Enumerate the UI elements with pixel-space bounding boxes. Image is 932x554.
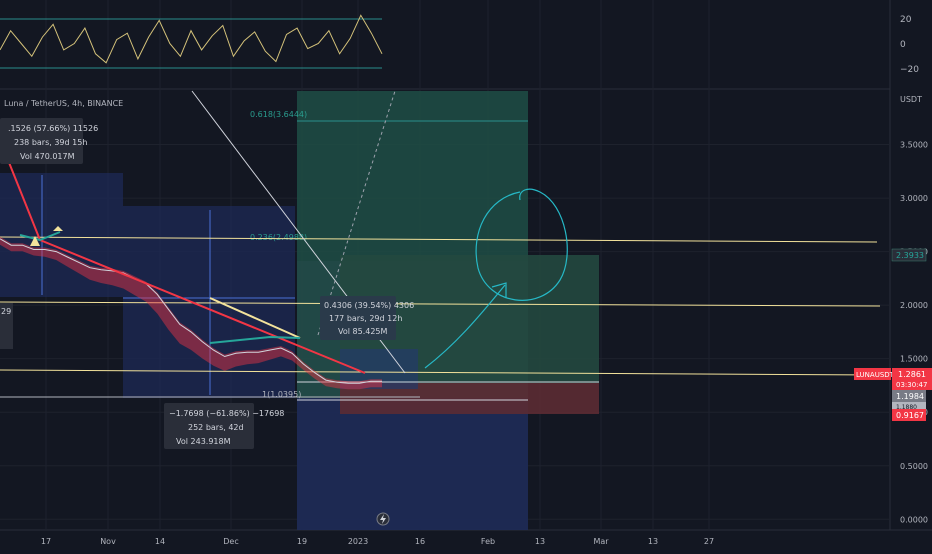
yellow-mid-line — [0, 301, 881, 307]
measure-mid-line1: 0.4306 (39.54%) 4306 — [324, 301, 414, 310]
price-series-line — [0, 238, 382, 384]
osc-tick-20: 20 — [900, 15, 912, 25]
price-tag-grey-text: 1.1984 — [896, 392, 924, 401]
blue-range-box — [297, 398, 528, 530]
x-tick-label: 14 — [155, 537, 165, 546]
price-tag-grey-bg — [892, 390, 926, 402]
measure-mid-line3: Vol 85.425M — [338, 327, 388, 336]
symbol-tag-bg — [854, 368, 891, 380]
measure-down-line1: −1.7698 (−61.86%) −17698 — [169, 409, 284, 418]
measure-label-mid-bg — [320, 296, 396, 340]
price-tag-grey2: 1.1880 — [892, 402, 926, 411]
currency-label: USDT — [900, 95, 922, 104]
buy-marker — [30, 236, 40, 246]
symbol-title: Luna / TetherUS, 4h, BINANCE — [4, 99, 123, 108]
measure-down-line2: 252 bars, 42d — [188, 423, 244, 432]
time-axis[interactable]: 17 Nov 14 Dec 19 2023 16 Feb 13 Mar 13 27 — [41, 537, 714, 546]
measure-label-up: .1526 (57.66%) 11526 238 bars, 39d 15h V… — [0, 118, 98, 164]
oscillator-pane: 20 0 −20 — [0, 14, 919, 75]
fib-618-label: 0.618(3.6444) — [250, 110, 307, 119]
price-tag-stop-text: 0.9167 — [896, 411, 924, 420]
x-tick-label: Mar — [593, 537, 609, 546]
measure-up-line2: 238 bars, 39d 15h — [14, 138, 87, 147]
osc-series-line — [0, 14, 383, 64]
x-tick-label: 17 — [41, 537, 51, 546]
price-tag-grey2-text: 1.1880 — [896, 404, 917, 411]
long-target-zone — [297, 91, 528, 261]
measure-mid-line2: 177 bars, 29d 12h — [329, 314, 402, 323]
left-cut-label: 29 — [0, 303, 13, 349]
left-cut-bg — [0, 303, 13, 349]
price-tag-symbol: LUNAUSDT — [854, 368, 895, 380]
y-tick-label: 3.0000 — [900, 194, 928, 203]
last-price-text: 1.2861 — [898, 370, 926, 379]
y-tick-label: 3.5000 — [900, 141, 928, 150]
buy-marker-2 — [53, 226, 63, 231]
fib-1-label: 1(1.0395) — [262, 390, 301, 399]
fib-236-label: 0.236(2.4988) — [250, 233, 307, 242]
price-tag-stop: 0.9167 — [892, 409, 926, 421]
y-tick-label: 0.0000 — [900, 515, 928, 524]
y-tick-label: 0.5000 — [900, 462, 928, 471]
green-ma-segment — [209, 335, 301, 344]
price-tag-grey: 1.1984 — [892, 390, 926, 402]
lightning-icon-glyph — [380, 514, 386, 524]
price-tag-yellow-bg — [891, 248, 927, 262]
x-tick-label: 13 — [648, 537, 658, 546]
yellow-down-segment — [209, 297, 301, 339]
x-tick-label: 19 — [297, 537, 307, 546]
price-tag-yellow: 2.3933 — [891, 248, 927, 262]
measure-up-line1: .1526 (57.66%) 11526 — [8, 124, 98, 133]
x-tick-label: Feb — [481, 537, 495, 546]
left-cut-text: 29 — [1, 307, 11, 316]
measure-up-line3: Vol 470.017M — [20, 152, 75, 161]
lightning-icon[interactable] — [376, 512, 390, 526]
x-tick-label: 2023 — [348, 537, 368, 546]
x-tick-label: 16 — [415, 537, 425, 546]
measure-label-down: −1.7698 (−61.86%) −17698 252 bars, 42d V… — [164, 403, 284, 449]
countdown-text: 03:30:47 — [896, 381, 927, 389]
drawn-arrow-line — [424, 284, 506, 369]
osc-tick-minus-20: −20 — [900, 65, 919, 75]
symbol-tag-text: LUNAUSDT — [856, 371, 895, 379]
drawn-arrow-head — [491, 282, 507, 298]
dashed-projection-line — [317, 90, 396, 336]
measure-label-mid: 0.4306 (39.54%) 4306 177 bars, 29d 12h V… — [320, 296, 414, 340]
green-ma-segment-left — [19, 231, 61, 242]
price-tag-last: 1.2861 03:30:47 — [892, 368, 932, 390]
x-tick-label: Nov — [100, 537, 116, 546]
price-tag-grey2-bg — [892, 402, 926, 409]
y-tick-label: 2.0000 — [900, 301, 928, 310]
price-tag-stop-bg — [892, 409, 926, 421]
x-tick-label: 13 — [535, 537, 545, 546]
yellow-support-line — [0, 369, 881, 376]
yellow-resistance-line — [0, 236, 878, 243]
measure-label-up-bg — [0, 118, 83, 164]
last-price-bg — [892, 368, 932, 390]
measure-down-line3: Vol 243.918M — [176, 437, 231, 446]
y-tick-label: 1.5000 — [900, 355, 928, 364]
osc-tick-0: 0 — [900, 40, 906, 50]
drawn-target-circle — [475, 188, 568, 301]
price-tag-yellow-text: 2.3933 — [896, 251, 924, 260]
measure-label-down-bg — [164, 403, 254, 449]
x-tick-label: 27 — [704, 537, 714, 546]
x-tick-label: Dec — [223, 537, 238, 546]
